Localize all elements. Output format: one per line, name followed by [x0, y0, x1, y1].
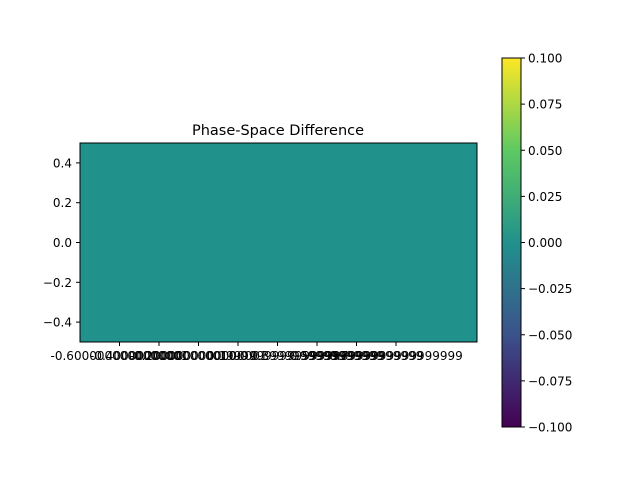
- colorbar-tick-label: −0.025: [528, 282, 572, 296]
- heatmap-cell: [80, 143, 477, 342]
- x-tick-label: 0.3999999999999999: [250, 349, 384, 363]
- colorbar-tick-label: 0.000: [528, 236, 562, 250]
- colorbar-tick-label: −0.075: [528, 374, 572, 388]
- x-tick-label: 0.0: [228, 349, 247, 363]
- colorbar-tick-label: 0.050: [528, 144, 562, 158]
- colorbar-tick-label: −0.050: [528, 328, 572, 342]
- x-tick-label: -0.2000000000000001: [130, 349, 268, 363]
- y-tick-label: 0.4: [53, 156, 72, 170]
- x-tick-label: -0.6000000000000001: [51, 349, 189, 363]
- y-tick-label: −0.2: [43, 276, 72, 290]
- colorbar-axis: 0.100 0.075 0.050 0.025 0.000 −0.025 −0.050 −0.…: [521, 52, 572, 435]
- x-tick-label: 0.7999999999999999: [329, 349, 463, 363]
- y-tick-label: 0.2: [53, 196, 72, 210]
- colorbar-tick-label: 0.075: [528, 98, 562, 112]
- colorbar-tick-label: 0.100: [528, 52, 562, 66]
- x-tick-label: 0.19999999999999996: [207, 349, 348, 363]
- y-tick-label: −0.4: [43, 316, 72, 330]
- y-axis: 0.4 0.2 0.0 −0.2 −0.4: [43, 156, 80, 330]
- colorbar: [502, 58, 521, 427]
- y-tick-label: 0.0: [53, 236, 72, 250]
- colorbar-tick-label: 0.025: [528, 190, 562, 204]
- colorbar-tick-label: −0.100: [528, 421, 572, 435]
- chart-title: Phase-Space Difference: [192, 123, 364, 139]
- x-axis: -0.6000000000000001-0.4000000000000001-0…: [51, 342, 463, 363]
- x-tick-label: -0.4000000000000001: [90, 349, 228, 363]
- x-tick-label: 0.5999999999999999: [290, 349, 424, 363]
